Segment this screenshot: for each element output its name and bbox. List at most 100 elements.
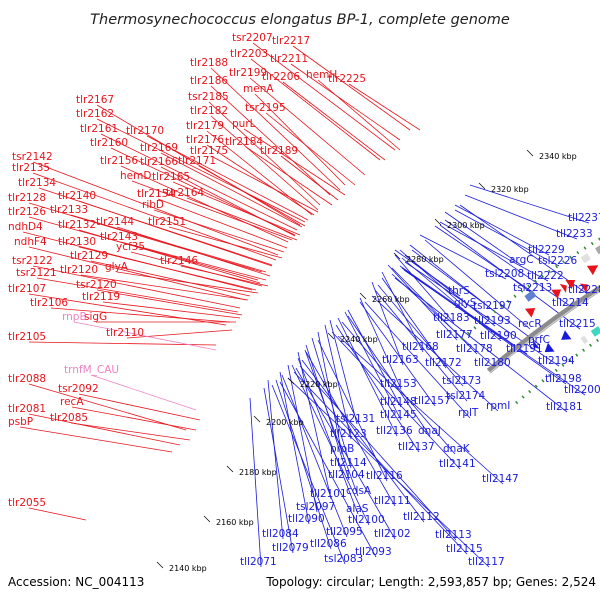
reverse-gene-label: tll2115 <box>446 543 483 555</box>
forward-gene-label: tsr2121 <box>16 267 57 279</box>
forward-gene-connector <box>96 289 243 316</box>
reverse-gene-connector <box>401 257 502 342</box>
reverse-gene-label: tll2093 <box>355 546 392 558</box>
kbp-tick-label: 2260 kbp <box>372 295 410 304</box>
forward-gene-connector <box>210 67 341 191</box>
forward-gene-connector <box>131 180 293 241</box>
forward-gene-connector <box>32 265 241 309</box>
reverse-gene-label: dnaJ <box>418 425 441 437</box>
forward-gene-label: tlr2144 <box>96 216 134 228</box>
forward-gene-label: tsr2120 <box>76 279 117 291</box>
reverse-gene-label: tll2148 <box>380 396 417 408</box>
reverse-gene-label: rpmI <box>486 400 510 412</box>
forward-gene-label: tlr2143 <box>100 231 138 243</box>
reverse-gene-label: tll2183 <box>433 312 470 324</box>
gc-track-block <box>580 253 591 264</box>
kbp-tick-mark <box>253 415 261 423</box>
forward-gene-connector <box>210 85 331 196</box>
forward-gene-connector <box>126 329 233 339</box>
reverse-gene-label: tll2172 <box>425 357 462 369</box>
gc-track-block <box>595 245 600 255</box>
forward-gene-label: hemH <box>306 69 337 81</box>
reverse-gene-connector <box>394 254 455 324</box>
forward-gene-connector <box>50 307 231 323</box>
forward-gene-connector <box>28 383 187 431</box>
reverse-gene-connector <box>404 261 560 367</box>
forward-gene-label: tlr2151 <box>148 216 186 228</box>
reverse-gene-connector <box>434 225 535 294</box>
reverse-gene-label: tll2181 <box>546 401 583 413</box>
forward-gene-label: tlr2188 <box>190 57 228 69</box>
reverse-gene-connector <box>331 331 461 470</box>
genome-summary-text: Topology: circular; Length: 2,593,857 bp… <box>265 575 596 589</box>
reverse-gene-connector <box>404 254 496 327</box>
reverse-gene-connector <box>347 315 431 437</box>
reverse-gene-connector <box>374 289 468 402</box>
reverse-gene-connector <box>359 301 436 407</box>
forward-gene-label: tlr2133 <box>50 204 88 216</box>
kbp-tick-mark <box>393 252 401 260</box>
reverse-gene-connector <box>271 384 346 565</box>
forward-gene-label: tlr2162 <box>76 108 114 120</box>
reverse-gene-label: tll2101 <box>310 488 347 500</box>
forward-gene-label: tlr2225 <box>328 73 366 85</box>
forward-gene-label: tsr2142 <box>12 151 53 163</box>
reverse-gene-connector <box>403 269 586 396</box>
reverse-gene-label: tsl2173 <box>442 375 481 387</box>
forward-gene-connector <box>96 104 301 226</box>
reverse-gene-label: tsl2226 <box>538 255 578 267</box>
forward-gene-label: tlr2130 <box>58 236 96 248</box>
reverse-gene-connector <box>464 194 578 240</box>
reverse-gene-connector <box>281 374 348 538</box>
forward-gene-connector <box>265 112 356 186</box>
forward-gene-connector <box>153 209 285 253</box>
reverse-gene-label: tll2147 <box>482 473 519 485</box>
kbp-tick-mark <box>327 332 335 340</box>
forward-gene-label: ribD <box>142 199 164 211</box>
kbp-tick-label: 2160 kbp <box>216 518 254 527</box>
forward-gene-label: tlr2189 <box>260 145 298 157</box>
reverse-gene-connector <box>439 221 549 282</box>
forward-gene-connector <box>292 45 411 131</box>
forward-gene-connector <box>28 246 247 301</box>
reverse-gene-label: tll2178 <box>456 343 493 355</box>
kbp-tick-mark <box>226 465 234 473</box>
forward-gene-label: sigG <box>84 311 107 323</box>
reverse-gene-label: thrS <box>448 285 470 297</box>
reverse-gene-label: tll2104 <box>328 469 365 481</box>
forward-gene-label: tlr2105 <box>8 331 46 343</box>
kbp-tick-label: 2320 kbp <box>491 185 529 194</box>
reverse-gene-connector <box>399 265 528 355</box>
forward-gene-connector <box>160 152 303 228</box>
gc-track-block <box>524 290 537 302</box>
forward-gene-connector <box>243 128 346 196</box>
forward-gene-connector <box>80 274 249 301</box>
reverse-gene-arrow <box>533 340 540 349</box>
reverse-gene-connector <box>419 234 507 280</box>
reverse-gene-label: tll2111 <box>374 495 411 507</box>
kbp-tick-label: 2240 kbp <box>340 335 378 344</box>
forward-gene-arrow <box>586 265 599 276</box>
reverse-gene-connector <box>337 335 504 485</box>
rna-gene-label: rnpB <box>62 311 87 323</box>
reverse-gene-label: tll2229 <box>528 244 565 256</box>
accession-text: Accession: NC_004113 <box>8 575 144 589</box>
kbp-tick-mark <box>203 515 211 523</box>
reverse-gene-label: tll2136 <box>376 425 413 437</box>
reverse-gene-label: tsl2174 <box>446 390 486 402</box>
reverse-gene-label: tll2123 <box>330 428 367 440</box>
forward-gene-connector <box>120 241 267 281</box>
forward-gene-label: tlr2055 <box>8 497 46 509</box>
forward-gene-label: tsr2092 <box>58 383 99 395</box>
kbp-ticks: 2140 kbp 2160 kbp 2180 kbp 2200 kbp 2220 kbp… <box>156 149 577 573</box>
reverse-gene-connector <box>279 371 310 525</box>
forward-gene-connector <box>130 251 263 287</box>
forward-gene-connector <box>348 83 421 131</box>
reverse-gene-connector <box>411 249 541 346</box>
reverse-gene-label: tll2090 <box>288 513 325 525</box>
forward-gene-label: tlr2132 <box>58 219 96 231</box>
forward-gene-label: ycf35 <box>116 241 145 253</box>
forward-gene-label: tlr2167 <box>76 94 114 106</box>
forward-gene-connector <box>249 77 366 176</box>
reverse-gene-label: tll2190 <box>480 330 517 342</box>
